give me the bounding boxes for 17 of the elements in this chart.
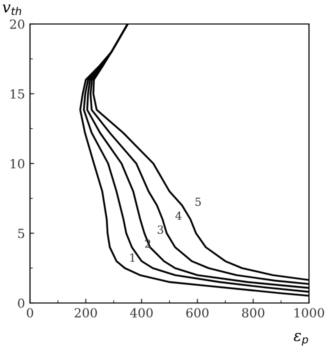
x-tick-label: 800 [242, 308, 264, 318]
x-tick-label: 1000 [294, 308, 324, 318]
y-tick-label: 15 [10, 89, 24, 99]
y-tick-label: 20 [10, 19, 24, 29]
annotation: 3 [158, 225, 164, 234]
x-tick-label: 400 [130, 308, 153, 318]
x-axis-title: ε$_{p}$ [294, 332, 308, 346]
annotation: 1 [130, 253, 134, 262]
y-tick-label: 0 [18, 298, 24, 308]
x-tick-label: 600 [186, 308, 208, 318]
y-tick-label: 10 [10, 158, 24, 168]
x-tick-label: 0 [26, 308, 34, 318]
y-tick-label: 5 [18, 228, 24, 238]
x-tick-label: 200 [74, 308, 97, 318]
y-axis-title: v$_{th}$ [2, 4, 22, 15]
annotation: 5 [196, 198, 201, 206]
annotation: 4 [175, 212, 182, 220]
